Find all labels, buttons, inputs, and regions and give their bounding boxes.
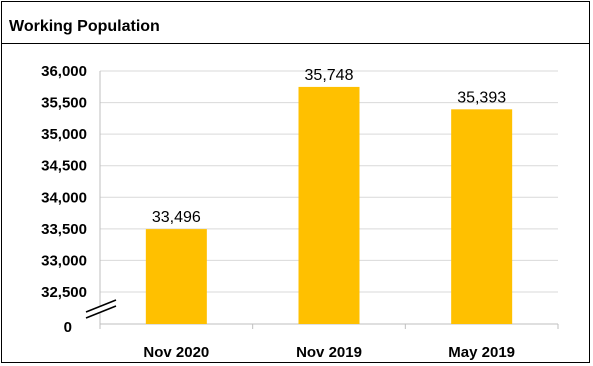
y-tick-label: 34,500 (41, 158, 87, 175)
y-tick-label: 35,500 (41, 95, 87, 112)
title-bar: Working Population (2, 2, 589, 44)
y-tick-label: 32,500 (41, 284, 87, 301)
y-tick-label-zero: 0 (64, 319, 72, 336)
y-tick-label: 36,000 (41, 63, 87, 80)
y-tick-label: 34,000 (41, 189, 87, 206)
bar (451, 109, 513, 324)
axis-break-mark (85, 299, 117, 313)
chart-title: Working Population (9, 18, 160, 35)
bar (145, 229, 207, 324)
axis-break-mark (85, 305, 117, 319)
category-label: Nov 2020 (143, 344, 209, 361)
data-label: 35,748 (305, 67, 354, 84)
axis-break-gap (86, 300, 116, 318)
y-tick-label: 35,000 (41, 126, 87, 143)
category-label: Nov 2019 (296, 344, 362, 361)
category-label: May 2019 (448, 344, 515, 361)
bar (298, 86, 360, 324)
data-label: 35,393 (457, 89, 506, 106)
data-label: 33,496 (152, 209, 201, 226)
y-tick-label: 33,000 (41, 252, 87, 269)
y-tick-label: 33,500 (41, 221, 87, 238)
